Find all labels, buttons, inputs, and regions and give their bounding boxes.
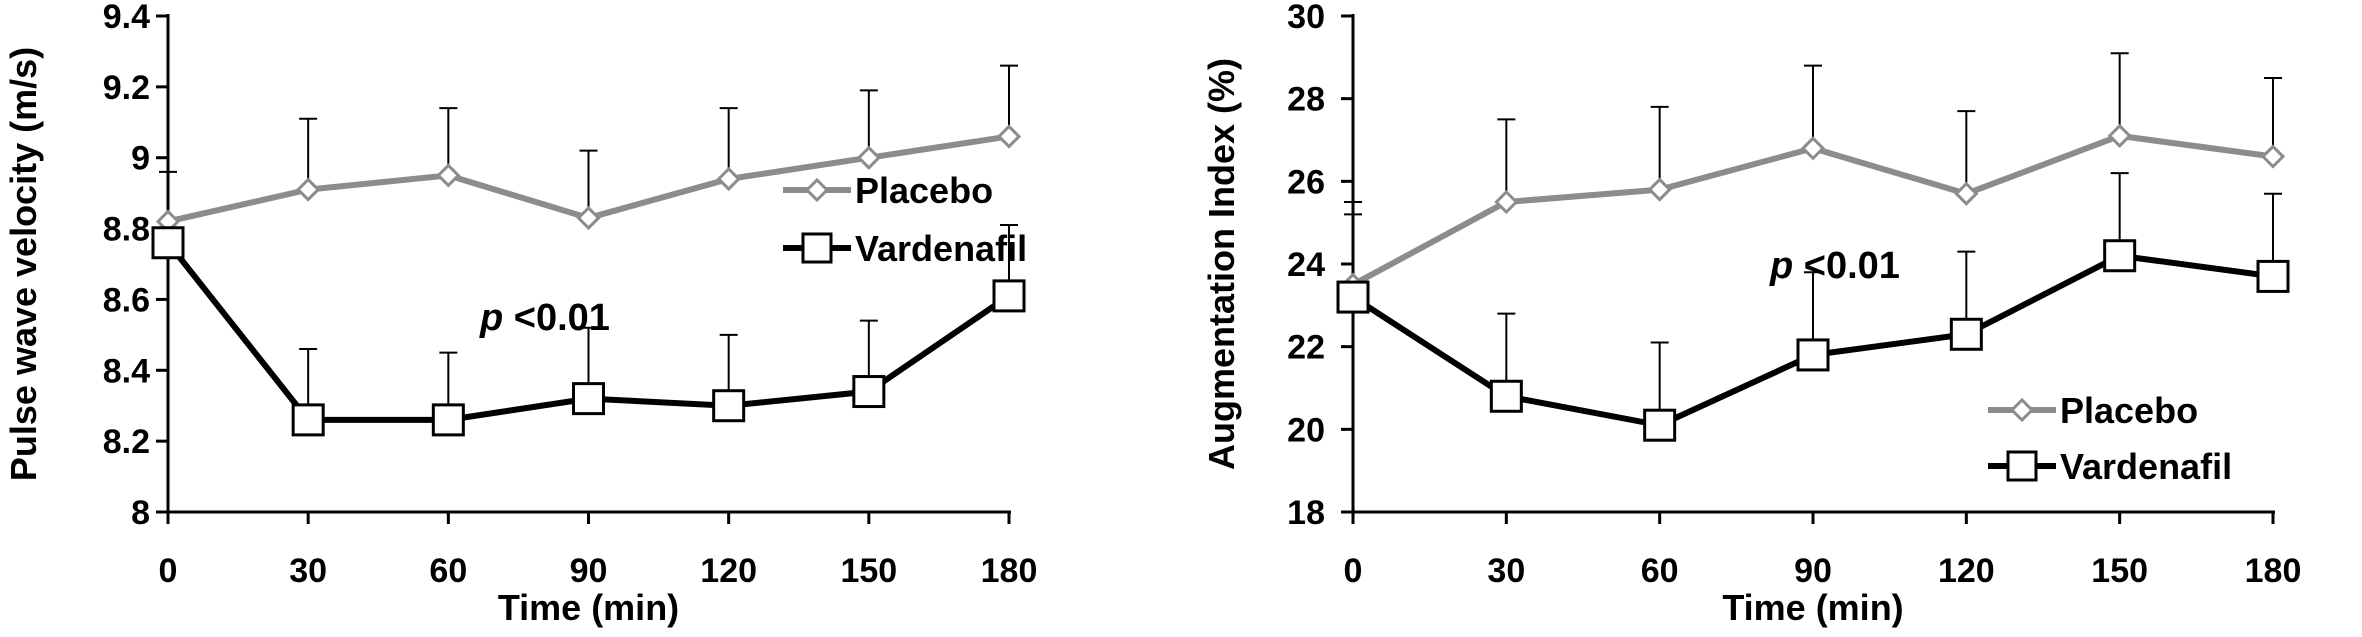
legend-label: Vardenafil	[855, 228, 1027, 269]
y-tick-label: 26	[1287, 163, 1325, 201]
error-bar	[1497, 118, 1516, 202]
data-point-square	[1489, 379, 1523, 413]
y-tick-label: 8	[131, 494, 150, 532]
x-tick-label: 120	[700, 552, 757, 590]
y-tick-label: 28	[1287, 81, 1325, 119]
data-point-square	[1796, 338, 1830, 372]
legend-label: Vardenafil	[2060, 446, 2232, 487]
data-point-diamond	[1647, 177, 1672, 202]
error-bar	[2264, 77, 2282, 157]
y-tick-label: 9.4	[103, 0, 150, 36]
y-tick-label: 24	[1287, 246, 1325, 284]
legend-label: Placebo	[855, 170, 993, 211]
x-tick-label: 150	[840, 552, 897, 590]
markers-vardenafil	[1336, 239, 2290, 442]
data-point-diamond	[1494, 189, 1519, 215]
p-value-annotation: p <0.01	[479, 297, 610, 339]
legend-label: Placebo	[2060, 390, 2198, 431]
p-value-annotation: p <0.01	[1769, 245, 1900, 287]
error-bar	[1804, 64, 1822, 149]
data-point-diamond	[2107, 123, 2132, 148]
data-point-square	[2256, 259, 2290, 293]
markers-placebo	[155, 124, 1022, 234]
p-value-italic: p	[1769, 245, 1793, 287]
chart-panel-1: 8 8.2 8.4 8.6 8.8 9 9.2 9.4 0 30 60 90 120 150 180 Time…	[3, 0, 1037, 628]
data-point-diamond	[1800, 136, 1826, 161]
legend-item-vardenafil: Vardenafil	[1988, 446, 2232, 487]
y-tick-label: 8.4	[103, 352, 150, 390]
data-point-diamond	[2260, 144, 2286, 169]
x-tick-label: 120	[1938, 552, 1995, 590]
error-bar	[1957, 110, 1976, 194]
x-tick-label: 30	[289, 552, 327, 590]
data-point-square	[2103, 239, 2137, 273]
data-point-square	[1643, 408, 1677, 442]
y-tick-label: 8.8	[103, 211, 150, 249]
data-point-square	[992, 279, 1026, 313]
x-tick-label: 90	[1794, 552, 1832, 590]
y-tick-label: 8.2	[103, 423, 150, 461]
p-value-text: <0.01	[503, 297, 610, 339]
legend-square-marker	[2006, 450, 2038, 482]
data-point-diamond	[576, 205, 601, 231]
p-value-text: <0.01	[1793, 245, 1900, 287]
y-tick-label: 30	[1287, 0, 1325, 36]
y-axis-title: Augmentation Index (%)	[1201, 58, 1242, 470]
x-tick-label: 60	[429, 552, 467, 590]
data-point-diamond	[296, 177, 321, 202]
y-tick-label: 9	[131, 140, 150, 178]
x-tick-label: 0	[159, 552, 178, 590]
legend-diamond-marker	[2009, 397, 2035, 423]
x-tick-label: 0	[1344, 552, 1363, 590]
legend-square-marker	[801, 232, 833, 264]
y-tick-label: 9.2	[103, 69, 150, 107]
legend-item-placebo: Placebo	[783, 170, 993, 211]
x-tick-label: 180	[2245, 552, 2302, 590]
error-bar	[1650, 105, 1669, 190]
x-axis-title: Time (min)	[498, 587, 679, 628]
data-point-square	[431, 403, 465, 437]
data-point-square	[852, 375, 886, 409]
p-value-italic: p	[479, 297, 503, 339]
data-point-square	[291, 403, 325, 437]
data-point-diamond	[996, 124, 1022, 149]
legend-item-vardenafil: Vardenafil	[783, 228, 1027, 269]
chart-panel-2: 18 20 22 24 26 28 30 0 30 60 90 120 150 180 Time (min)…	[1201, 0, 2301, 628]
x-tick-label: 90	[570, 552, 608, 590]
x-tick-label: 30	[1487, 552, 1525, 590]
x-tick-label: 60	[1641, 552, 1679, 590]
legend: Placebo Vardenafil	[783, 170, 1027, 269]
y-axis-title: Pulse wave velocity (m/s)	[3, 47, 44, 481]
legend: Placebo Vardenafil	[1988, 390, 2232, 487]
y-tick-label: 18	[1287, 494, 1325, 532]
data-point-diamond	[856, 145, 881, 170]
data-point-square	[572, 382, 605, 416]
x-axis-title: Time (min)	[1722, 587, 1903, 628]
markers-vardenafil	[151, 226, 1026, 437]
data-point-square	[1336, 280, 1370, 314]
x-tick-label: 180	[981, 552, 1038, 590]
y-tick-label: 22	[1287, 329, 1325, 367]
data-point-square	[151, 226, 185, 260]
y-tick-label: 20	[1287, 411, 1325, 449]
data-point-square	[1949, 317, 1983, 351]
data-point-diamond	[436, 163, 461, 188]
data-point-diamond	[716, 166, 741, 192]
error-bar	[2110, 52, 2129, 136]
x-tick-label: 150	[2091, 552, 2148, 590]
legend-diamond-marker	[804, 177, 830, 203]
legend-item-placebo: Placebo	[1988, 390, 2198, 431]
data-point-square	[712, 389, 746, 423]
y-tick-label: 8.6	[103, 281, 150, 319]
data-point-diamond	[1954, 181, 1979, 206]
